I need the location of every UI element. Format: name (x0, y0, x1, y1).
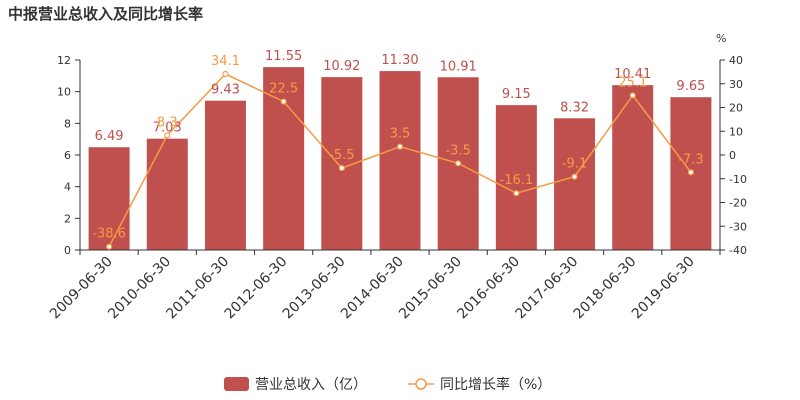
growth-point (513, 190, 520, 197)
x-tick-label: 2019-06-30 (629, 254, 698, 323)
growth-point (164, 132, 171, 139)
growth-point (222, 70, 229, 78)
y-right-tick-label: -20 (729, 197, 747, 210)
bar-value-label: 6.49 (95, 129, 124, 144)
bar-value-label: 9.43 (211, 83, 240, 98)
bar (88, 147, 130, 250)
y-left-tick-label: 6 (64, 149, 71, 162)
bar-value-label: 10.41 (614, 67, 651, 82)
growth-point (280, 98, 287, 105)
growth-point (396, 143, 404, 150)
y-left-tick-label: 12 (57, 54, 71, 67)
y-right-tick-label: 0 (729, 149, 736, 162)
growth-value-label: -5.5 (329, 148, 354, 163)
growth-value-label: -38.6 (92, 227, 126, 242)
growth-line-layer (105, 70, 695, 250)
bar (554, 118, 596, 251)
bars-layer (88, 67, 712, 251)
growth-point (687, 169, 695, 176)
y-right-tick-label: 40 (729, 54, 743, 67)
legend-line-label: 同比增长率（%） (440, 376, 551, 393)
y-left-tick-label: 0 (64, 244, 71, 257)
growth-value-label: -7.3 (678, 152, 703, 167)
growth-value-label: 34.1 (211, 54, 240, 69)
bar-value-label: 11.30 (381, 53, 418, 68)
y-left-tick-label: 10 (57, 86, 71, 99)
bar-value-label: 9.65 (676, 79, 705, 94)
chart-title: 中报营业总收入及同比增长率 (8, 5, 204, 23)
y-right-tick-label: -10 (729, 173, 747, 186)
y-right-tick-label: -40 (729, 244, 747, 257)
growth-value-label: 25.1 (618, 75, 647, 90)
y-right-tick-label: 20 (729, 102, 743, 115)
y-left-tick-label: 8 (64, 117, 71, 130)
bar (263, 67, 305, 250)
y-left-tick-label: 4 (64, 181, 71, 194)
bar-value-label: 8.32 (560, 100, 589, 115)
growth-value-label: 8.3 (157, 115, 178, 130)
bar (379, 71, 421, 250)
growth-value-label: 3.5 (390, 127, 411, 142)
bar-value-label: 10.91 (440, 59, 477, 74)
growth-value-label: -16.1 (500, 173, 534, 188)
growth-point (455, 160, 462, 167)
y-right-tick-label: 30 (729, 78, 743, 91)
bar (146, 138, 188, 250)
bar-value-label: 7.03 (153, 121, 182, 136)
bar (495, 105, 537, 250)
y-right-unit: % (716, 32, 726, 45)
y-right-tick-label: 10 (729, 125, 743, 138)
y-right-tick-label: -30 (729, 220, 747, 233)
growth-value-label: -3.5 (445, 143, 470, 158)
legend-line-marker (415, 378, 427, 390)
growth-point (338, 164, 345, 172)
growth-point (571, 173, 578, 180)
legend-bar-swatch (224, 377, 249, 391)
y-left-tick-label: 2 (64, 212, 71, 225)
bar (204, 100, 246, 250)
bar-value-label: 10.92 (323, 59, 360, 74)
bar-value-label: 9.15 (502, 87, 531, 102)
legend-bar-label: 营业总收入（亿） (255, 377, 367, 393)
bar (612, 85, 654, 250)
growth-point (629, 92, 636, 99)
legend: 营业总收入（亿） 同比增长率（%） (224, 376, 551, 393)
growth-point (105, 243, 113, 250)
bar-value-label: 11.55 (265, 49, 302, 64)
growth-value-label: -9.1 (562, 157, 587, 172)
growth-value-label: 22.5 (269, 82, 298, 97)
